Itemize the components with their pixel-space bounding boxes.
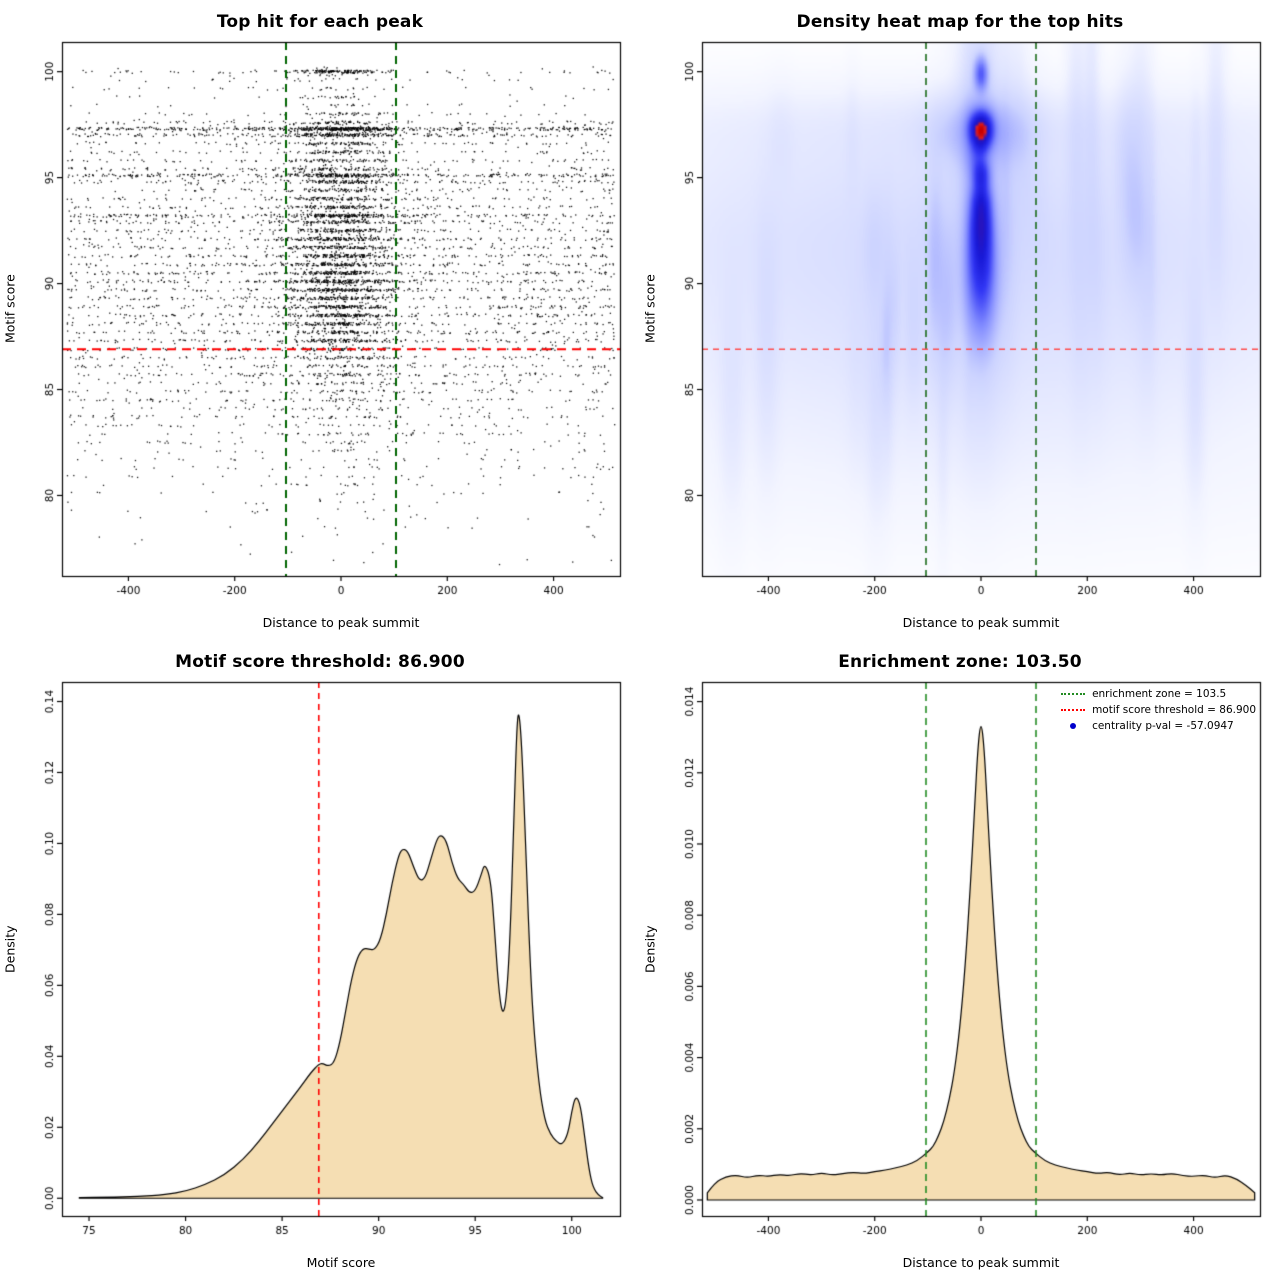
panel-title: Top hit for each peak: [216, 12, 424, 32]
y-axis-label: Density: [2, 925, 18, 973]
panel-title: Enrichment zone: 103.50: [838, 652, 1082, 672]
x-axis-label: Distance to peak summit: [902, 615, 1060, 630]
red-dotted-line-swatch: [1061, 709, 1086, 711]
legend-item-enrichment-zone: enrichment zone = 103.5: [1061, 686, 1256, 702]
x-axis-label: Distance to peak summit: [262, 615, 420, 630]
legend-label: centrality p-val = -57.0947: [1092, 720, 1234, 732]
y-axis-label: Motif score: [2, 274, 18, 344]
panel-top-hit-scatter: Top hit for each peak Distance to peak s…: [0, 0, 640, 640]
x-axis-label: Motif score: [306, 1255, 376, 1270]
panel-enrichment-zone-density: Enrichment zone: 103.50 Distance to peak…: [640, 640, 1280, 1280]
panel-title: Motif score threshold: 86.900: [175, 652, 465, 672]
panel-motif-score-density: Motif score threshold: 86.900 Motif scor…: [0, 640, 640, 1280]
y-axis-label: Motif score: [642, 274, 658, 344]
panel-title: Density heat map for the top hits: [796, 12, 1124, 32]
legend-item-motif-threshold: motif score threshold = 86.900: [1061, 702, 1256, 718]
distance-density-canvas: [640, 640, 1280, 1280]
plot-legend: enrichment zone = 103.5 motif score thre…: [1061, 686, 1256, 734]
panel-density-heatmap: Density heat map for the top hits Distan…: [640, 0, 1280, 640]
y-axis-label: Density: [642, 925, 658, 973]
blue-point-swatch: [1070, 723, 1077, 729]
green-dotted-line-swatch: [1061, 693, 1086, 695]
legend-label: motif score threshold = 86.900: [1092, 704, 1256, 716]
x-axis-label: Distance to peak summit: [902, 1255, 1060, 1270]
legend-label: enrichment zone = 103.5: [1092, 688, 1227, 700]
score-density-canvas: [0, 640, 640, 1280]
heatmap-canvas: [640, 0, 1280, 640]
legend-item-centrality-pval: centrality p-val = -57.0947: [1061, 718, 1256, 734]
scatter-plot-canvas: [0, 0, 640, 640]
